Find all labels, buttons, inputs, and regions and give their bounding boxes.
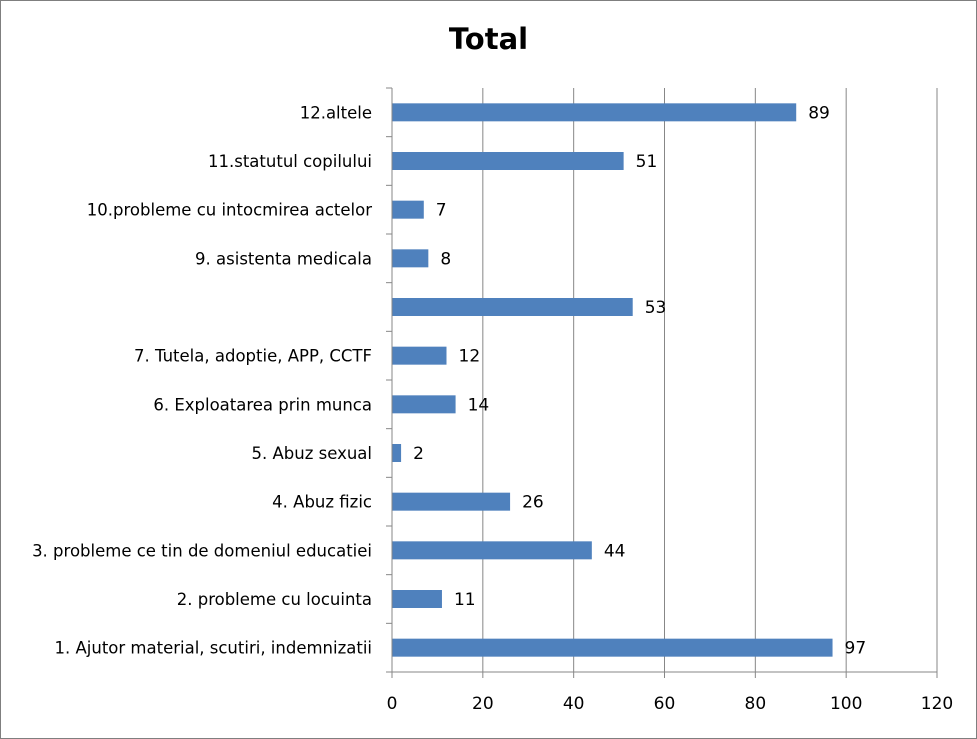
bar-7 (392, 346, 447, 365)
x-tick-label: 0 (387, 694, 398, 714)
data-label-11: 51 (636, 152, 658, 172)
bar-8 (392, 298, 633, 316)
category-label-6: 6. Exploatarea prin munca (153, 395, 372, 414)
category-label-2: 2. probleme cu locuinta (177, 590, 372, 609)
category-label-12: 12.altele (300, 103, 372, 122)
x-tick-label: 60 (654, 694, 676, 714)
category-label-4: 4. Abuz fizic (272, 493, 372, 512)
bar-1 (392, 638, 833, 657)
x-tick-label: 80 (745, 694, 767, 714)
x-tick-label: 20 (472, 694, 494, 714)
data-label-12: 89 (808, 103, 830, 123)
chart-title: Total (448, 22, 529, 56)
data-label-3: 44 (604, 541, 626, 561)
bars (392, 103, 833, 657)
category-label-5: 5. Abuz sexual (252, 444, 373, 463)
data-label-6: 14 (468, 395, 490, 415)
x-axis-ticks: 0 20 40 60 80 100 120 (387, 672, 953, 714)
category-labels: 1. Ajutor material, scutiri, indemnizati… (32, 103, 372, 657)
bar-11 (392, 152, 624, 170)
data-labels: 97 11 44 26 2 14 12 53 8 7 51 89 (413, 103, 866, 658)
bar-10 (392, 200, 424, 219)
axes (386, 87, 937, 673)
data-label-9: 8 (440, 249, 451, 269)
category-label-10: 10.probleme cu intocmirea actelor (87, 201, 372, 220)
x-tick-label: 100 (830, 694, 862, 714)
data-label-10: 7 (436, 201, 447, 221)
data-label-2: 11 (454, 590, 476, 610)
bar-3 (392, 541, 592, 560)
bar-6 (392, 395, 456, 414)
category-label-1: 1. Ajutor material, scutiri, indemnizati… (55, 639, 373, 658)
bar-2 (392, 590, 442, 608)
category-label-9: 9. asistenta medicala (195, 249, 372, 268)
x-tick-label: 120 (921, 694, 953, 714)
data-label-1: 97 (845, 639, 867, 659)
bar-9 (392, 249, 429, 268)
category-label-7: 7. Tutela, adoptie, APP, CCTF (134, 347, 372, 366)
category-label-11: 11.statutul copilului (208, 152, 372, 171)
data-label-5: 2 (413, 444, 424, 464)
data-label-4: 26 (522, 493, 544, 513)
bar-5 (392, 444, 402, 462)
data-label-8: 53 (645, 298, 667, 318)
category-label-3: 3. probleme ce tin de domeniul educatiei (32, 541, 372, 560)
bar-4 (392, 492, 511, 511)
data-label-7: 12 (459, 347, 481, 367)
gridlines (482, 88, 938, 672)
x-tick-label: 40 (563, 694, 585, 714)
bar-12 (392, 103, 797, 122)
